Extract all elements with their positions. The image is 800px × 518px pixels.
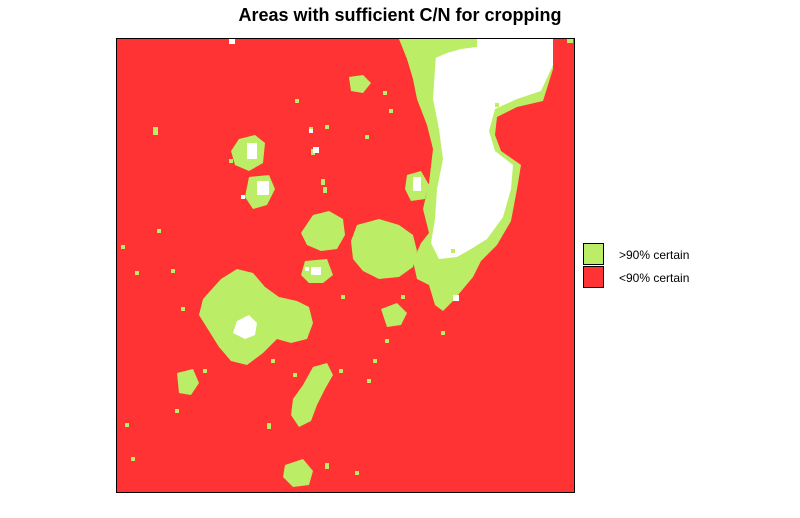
- raster-map: [116, 38, 575, 493]
- legend-label: <90% certain: [619, 271, 690, 285]
- white-nodata-region: [431, 39, 553, 259]
- white-pixel: [229, 39, 235, 44]
- green-large-patch: [199, 269, 313, 365]
- white-pixel: [413, 177, 421, 191]
- white-pixel: [311, 267, 321, 275]
- green-top-strip: [399, 39, 477, 59]
- raster-canvas: [121, 39, 573, 487]
- green-speckles: [121, 91, 499, 475]
- white-speckles: [241, 129, 459, 337]
- green-pixel: [567, 39, 573, 43]
- white-pixel: [257, 181, 269, 195]
- green-patch-2: [301, 211, 345, 251]
- green-small-patch: [381, 303, 407, 327]
- legend-label: >90% certain: [619, 248, 690, 262]
- legend-swatch-red: [583, 266, 604, 288]
- white-pixel: [247, 143, 257, 159]
- green-small-patch: [177, 369, 199, 395]
- green-small-patch: [283, 459, 313, 487]
- map-title: Areas with sufficient C/N for cropping: [238, 5, 562, 25]
- legend-swatch-green: [583, 243, 604, 265]
- green-central-patch: [351, 219, 417, 279]
- green-lower-patch: [291, 363, 333, 427]
- green-small-patch: [349, 75, 371, 93]
